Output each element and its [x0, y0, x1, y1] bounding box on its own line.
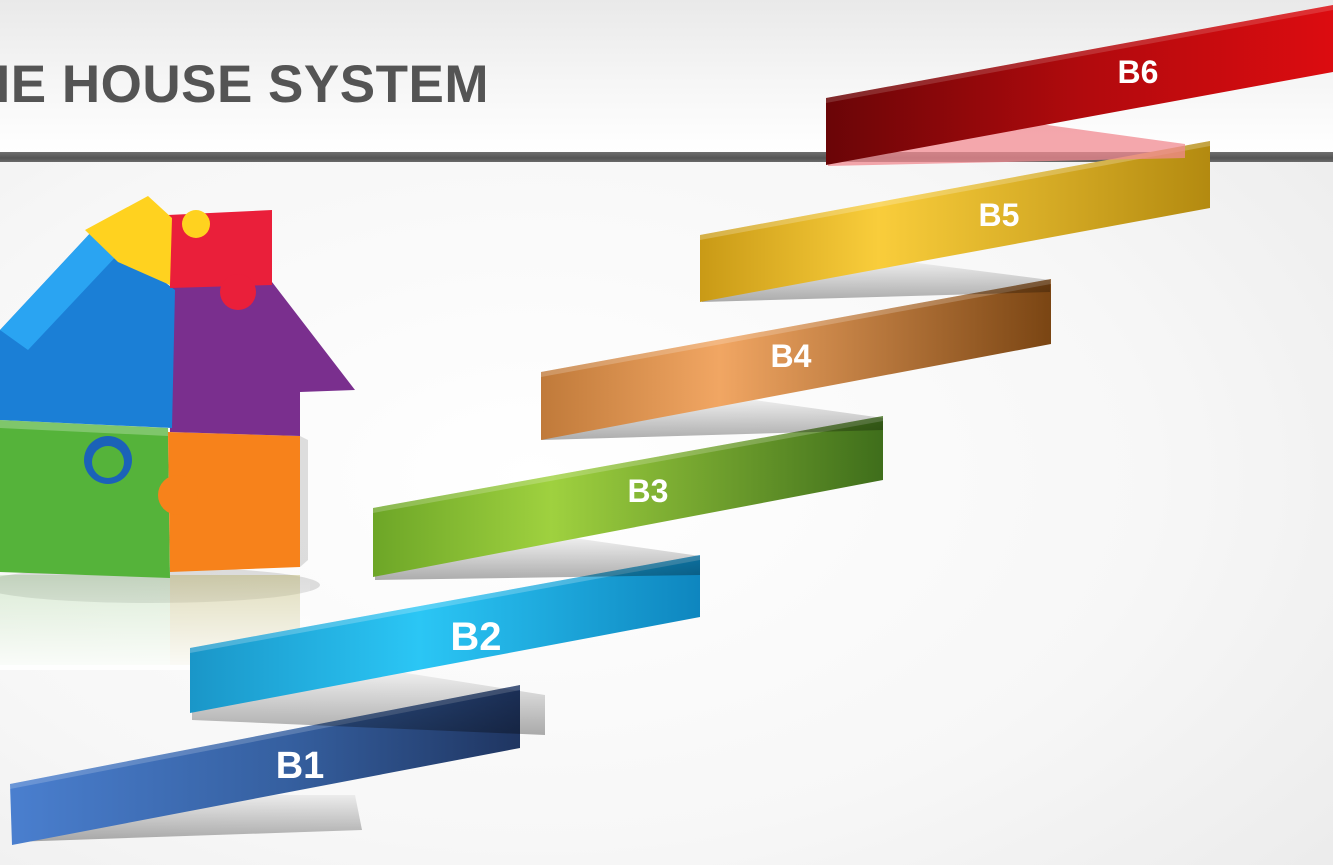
step-label-b1: B1	[276, 745, 325, 787]
step-b2: B2	[190, 555, 700, 735]
puzzle-piece-blue	[0, 228, 175, 428]
step-b6: B6	[826, 5, 1333, 166]
header-divider	[0, 152, 1333, 162]
step-label-b6: B6	[1118, 54, 1159, 90]
page-title: HE HOUSE SYSTEM	[0, 55, 489, 114]
puzzle-piece-purple	[170, 282, 355, 436]
step-label-b3: B3	[628, 473, 669, 509]
puzzle-house-icon	[0, 196, 355, 670]
step-b5: B5	[700, 141, 1210, 302]
step-label-b4: B4	[771, 338, 812, 374]
step-b4: B4	[541, 279, 1051, 440]
step-b3: B3	[373, 416, 883, 580]
puzzle-piece-orange	[168, 432, 300, 572]
puzzle-piece-yellow	[85, 196, 172, 285]
step-label-b2: B2	[450, 615, 501, 659]
step-label-b5: B5	[979, 197, 1020, 233]
puzzle-piece-green	[0, 420, 170, 578]
